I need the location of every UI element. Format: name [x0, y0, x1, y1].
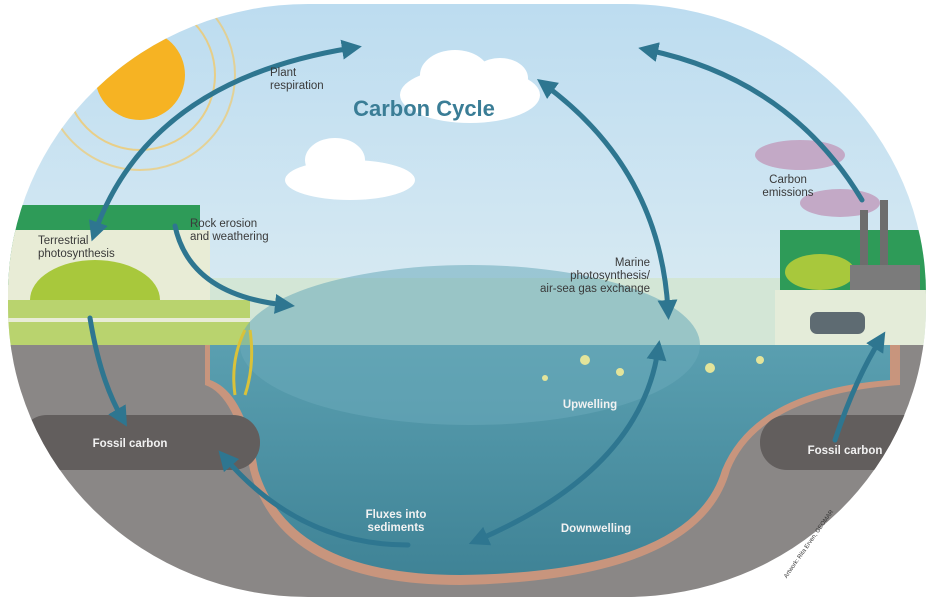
label: Upwelling	[563, 399, 617, 411]
label: Fossil carbon	[93, 438, 168, 450]
label: Fossil carbon	[808, 445, 883, 457]
label: Downwelling	[561, 523, 631, 535]
fossil-carbon-right	[760, 415, 934, 470]
title: Carbon Cycle	[353, 96, 495, 121]
page: Carbon Cycle Plantrespiration Terrestria…	[0, 0, 934, 601]
carbon-cycle-diagram: Carbon Cycle Plantrespiration Terrestria…	[0, 0, 934, 601]
scene	[0, 0, 934, 601]
